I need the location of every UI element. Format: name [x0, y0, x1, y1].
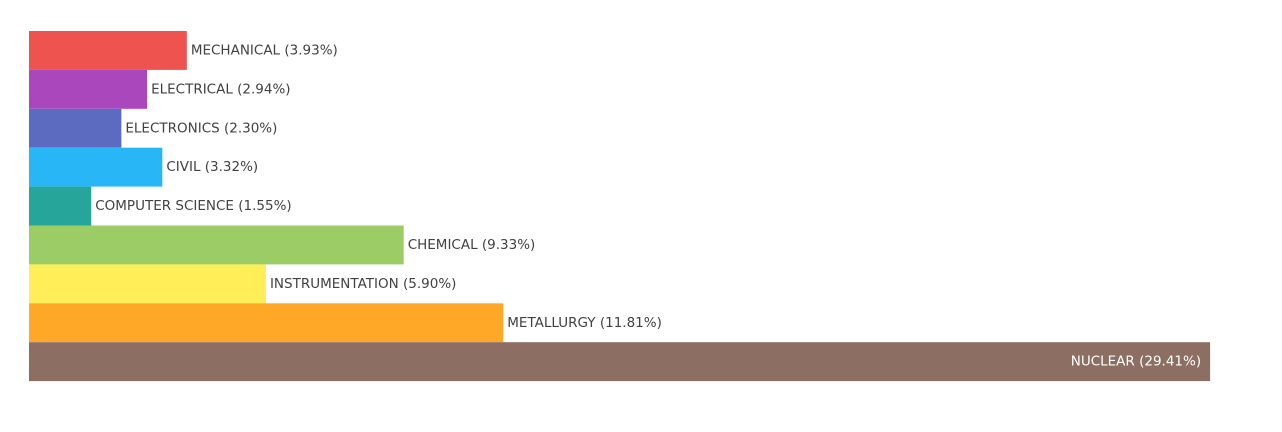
bar-label-electronics: ELECTRONICS (2.30%) [125, 120, 277, 136]
bar-label-civil: CIVIL (3.32%) [166, 159, 258, 175]
bar-nuclear [29, 342, 1211, 382]
bar-instrumentation [29, 264, 266, 304]
bar-metallurgy [29, 303, 504, 343]
bar-label-electrical: ELECTRICAL (2.94%) [151, 81, 291, 97]
bar-label-instrumentation: INSTRUMENTATION (5.90%) [270, 276, 456, 292]
bar-electrical [29, 69, 148, 109]
bar-label-nuclear: NUCLEAR (29.41%) [1071, 354, 1201, 370]
bar-mechanical [29, 31, 187, 70]
bar-label-chemical: CHEMICAL (9.33%) [408, 237, 536, 253]
bar-label-mechanical: MECHANICAL (3.93%) [191, 42, 338, 58]
bar-chemical [29, 225, 404, 265]
bar-computer-science [29, 186, 92, 226]
bar-electronics [29, 108, 122, 148]
bar-label-metallurgy: METALLURGY (11.81%) [507, 315, 662, 331]
bar-label-computer-science: COMPUTER SCIENCE (1.55%) [95, 198, 291, 214]
bar-civil [29, 147, 163, 187]
